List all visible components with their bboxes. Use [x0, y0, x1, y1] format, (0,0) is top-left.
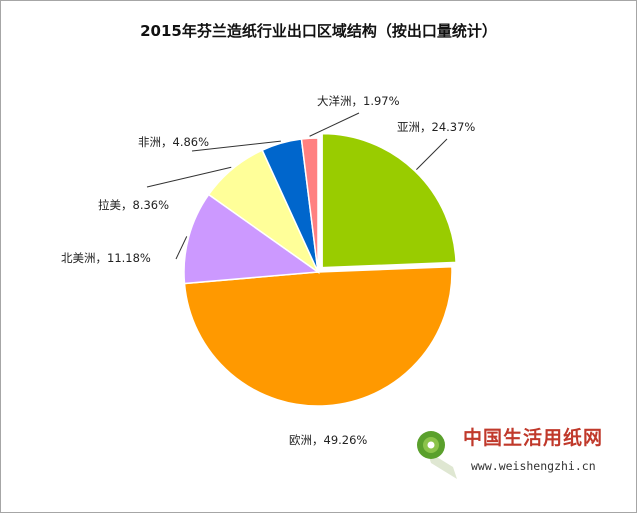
data-labels: 亚洲，24.37% 欧洲，49.26% 北美洲，11.18% 拉美，8.36% 非洲，4… [61, 94, 475, 447]
pie-slice-1 [321, 132, 457, 269]
watermark-url: www.weishengzhi.cn [471, 459, 596, 473]
data-label-6: 大洋洲，1.97% [317, 94, 400, 108]
data-label-5: 非洲，4.86% [138, 135, 209, 149]
leader-line-1 [416, 138, 448, 170]
leader-line-4 [146, 166, 232, 188]
paper-roll-icon [417, 431, 457, 479]
leader-line-3 [175, 236, 188, 260]
chart-title: 2015年芬兰造纸行业出口区域结构（按出口量统计） [140, 22, 497, 40]
pie-slices [183, 132, 457, 407]
data-label-2: 欧洲，49.26% [289, 433, 367, 447]
leader-line-5 [191, 140, 281, 152]
data-label-1: 亚洲，24.37% [397, 120, 475, 134]
pie-slice-2 [183, 265, 453, 407]
pie-slice-6 [300, 137, 319, 273]
data-label-3: 北美洲，11.18% [61, 251, 151, 265]
pie-slice-3 [183, 193, 321, 285]
leader-lines [146, 112, 448, 260]
watermark-name: 中国生活用纸网 [463, 427, 604, 449]
leader-line-6 [309, 112, 360, 137]
data-label-4: 拉美，8.36% [98, 198, 169, 212]
watermark: 中国生活用纸网 www.weishengzhi.cn [413, 419, 628, 499]
